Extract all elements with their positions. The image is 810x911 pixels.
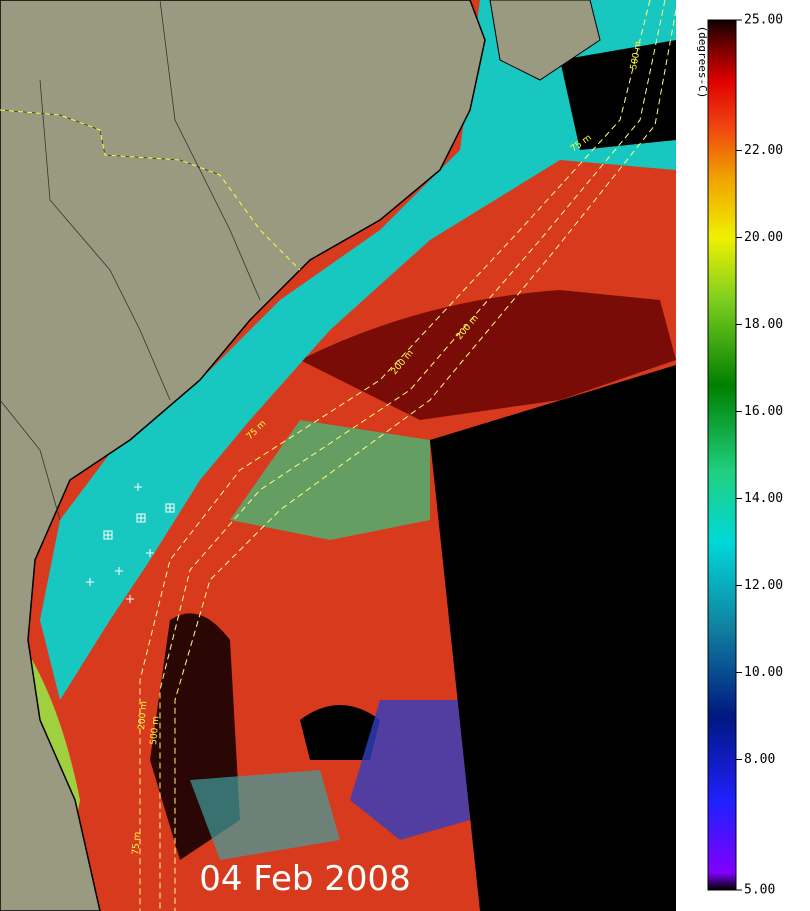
cloud <box>300 705 380 760</box>
stations <box>86 483 175 603</box>
isobaths <box>139 0 676 911</box>
isobath-label: 500 m <box>149 716 161 746</box>
colorbar-tick-label: 10.00 <box>744 665 783 680</box>
colorbar-units: (degrees-C) <box>696 26 709 99</box>
colorbar <box>707 19 737 891</box>
colorbar-tick-label: 8.00 <box>744 752 775 767</box>
land <box>489 0 601 81</box>
cool-patch <box>350 700 470 840</box>
cool-patch <box>190 770 340 860</box>
coastal-band <box>40 0 676 700</box>
warm-core <box>300 290 676 420</box>
date-label: 04 Feb 2008 <box>199 859 411 899</box>
sst-map: 75 m 200 m 500 m 75 m 200 m 500 m 200 m … <box>0 0 676 911</box>
no-data <box>430 365 676 911</box>
isobath-label: 200 m <box>137 701 149 731</box>
cloud <box>560 40 676 150</box>
isobath-label: 75 m <box>131 831 143 855</box>
colorbar-tick-label: 12.00 <box>744 578 783 593</box>
colorbar-tick-label: 18.00 <box>744 317 783 332</box>
colorbar-tick-label: 22.00 <box>744 143 783 158</box>
colorbar-tick-label: 14.00 <box>744 491 783 506</box>
colorbar-tick-label: 20.00 <box>744 230 783 245</box>
colorbar-tick-label: 5.00 <box>744 883 775 898</box>
borders <box>0 0 261 521</box>
mixed-band <box>230 420 430 540</box>
colorbar-ticks: 25.00 22.00 20.00 18.00 16.00 14.00 12.00 10.00… <box>736 13 783 898</box>
isobath-label: 500 m <box>629 40 644 70</box>
land <box>0 0 486 911</box>
state-line <box>0 109 301 271</box>
colorbar-tick-label: 16.00 <box>744 404 783 419</box>
colorbar-tick-label: 25.00 <box>744 13 783 28</box>
